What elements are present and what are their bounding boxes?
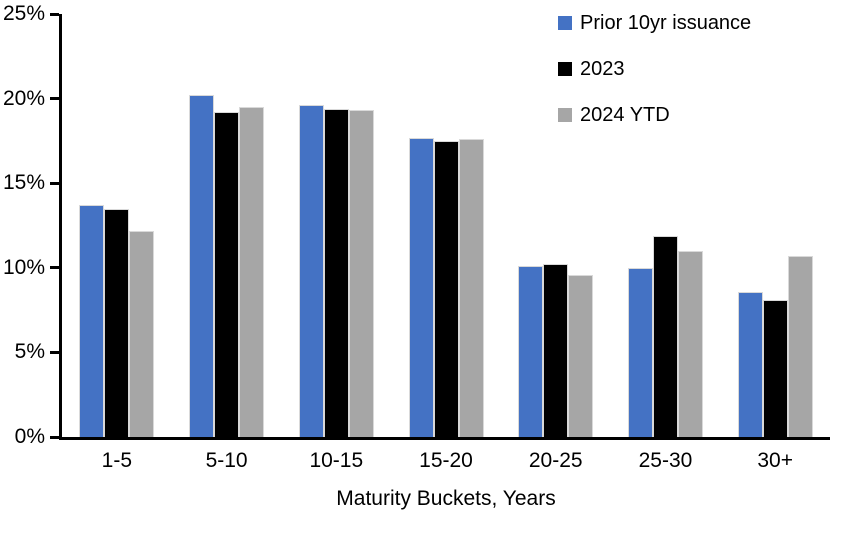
- bar-prior-10yr-issuance-15-20: [408, 137, 434, 437]
- bar-group-25-30: [611, 14, 721, 437]
- x-tick-label-25-30: 25-30: [638, 449, 693, 472]
- plot-area: [62, 14, 830, 437]
- x-tick-label-5-10: 5-10: [205, 449, 248, 472]
- y-tick-label: 25%: [2, 2, 45, 25]
- bar-2023-10-15: [323, 108, 349, 437]
- bar-2023-5-10: [214, 112, 240, 437]
- bar-prior-10yr-issuance-20-25: [518, 266, 544, 437]
- bar-2023-15-20: [433, 140, 459, 437]
- legend-item-2024-ytd: 2024 YTD: [558, 104, 751, 126]
- x-tick-label-10-15: 10-15: [309, 449, 364, 472]
- y-tick-mark: [50, 97, 59, 101]
- bar-group-5-10: [172, 14, 282, 437]
- legend-item-2023: 2023: [558, 58, 751, 80]
- bar-2024-ytd-15-20: [458, 139, 484, 437]
- bar-prior-10yr-issuance-10-15: [298, 105, 324, 437]
- x-tick-label-15-20: 15-20: [419, 449, 473, 472]
- y-tick-label: 0%: [14, 425, 45, 448]
- y-tick-label: 10%: [2, 255, 45, 279]
- legend-swatch-icon: [558, 16, 572, 30]
- y-tick-mark: [50, 435, 59, 439]
- x-axis-labels: 1-5 5-10 10-15 15-20 20-25 25-30 30+: [62, 449, 830, 473]
- legend-label: 2023: [580, 57, 625, 80]
- bar-prior-10yr-issuance-5-10: [189, 95, 215, 437]
- bar-2024-ytd-10-15: [348, 110, 374, 437]
- legend-label: Prior 10yr issuance: [580, 11, 752, 34]
- legend-item-prior-10yr-issuance: Prior 10yr issuance: [558, 12, 751, 34]
- x-tick-label-20-25: 20-25: [528, 449, 583, 472]
- legend: Prior 10yr issuance 2023 2024 YTD: [558, 12, 751, 150]
- bar-group-20-25: [501, 14, 611, 437]
- bar-2024-ytd-25-30: [677, 250, 703, 437]
- bar-2024-ytd-5-10: [239, 107, 265, 437]
- y-tick-label: 20%: [2, 86, 45, 110]
- legend-swatch-icon: [558, 62, 572, 76]
- y-tick-mark: [50, 181, 59, 185]
- y-tick-mark: [50, 266, 59, 270]
- y-tick-label: 5%: [14, 340, 45, 364]
- legend-swatch-icon: [558, 108, 572, 122]
- bar-group-10-15: [281, 14, 391, 437]
- bar-2024-ytd-30: [787, 255, 813, 437]
- x-tick-label-1-5: 1-5: [101, 449, 133, 472]
- bar-2023-25-30: [652, 235, 678, 437]
- bar-group-1-5: [62, 14, 172, 437]
- x-axis-line: [59, 437, 830, 440]
- y-tick-label: 15%: [2, 171, 45, 195]
- y-axis-line: [59, 14, 62, 440]
- bar-2024-ytd-20-25: [568, 274, 594, 437]
- bar-group-30: [720, 14, 830, 437]
- bar-2024-ytd-1-5: [129, 230, 155, 437]
- y-tick-mark: [50, 12, 59, 16]
- bar-2023-20-25: [543, 264, 569, 437]
- bar-group-15-20: [391, 14, 501, 437]
- legend-label: 2024 YTD: [580, 103, 670, 126]
- bar-prior-10yr-issuance-30: [737, 291, 763, 437]
- x-tick-label-30: 30+: [757, 449, 793, 472]
- bar-prior-10yr-issuance-1-5: [79, 205, 105, 437]
- bar-prior-10yr-issuance-25-30: [627, 267, 653, 437]
- x-axis-title: Maturity Buckets, Years: [336, 487, 556, 510]
- y-tick-mark: [50, 350, 59, 354]
- bar-2023-1-5: [104, 208, 130, 437]
- bar-2023-30: [762, 299, 788, 437]
